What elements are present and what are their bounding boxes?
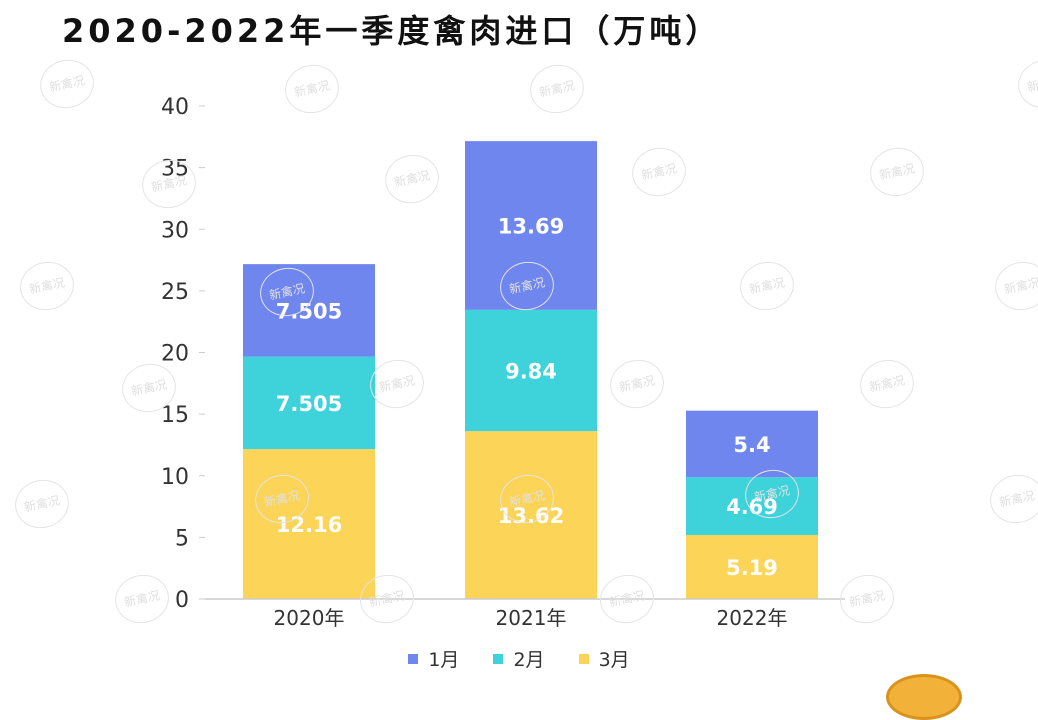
x-tick-label: 2022年 [717, 606, 788, 630]
x-tick-label: 2020年 [274, 606, 345, 630]
y-tick-label: 10 [161, 465, 189, 490]
legend: 1月 2月 3月 [0, 645, 1038, 672]
corner-badge [886, 674, 962, 720]
y-tick-label: 35 [161, 157, 189, 182]
y-tick-label: 5 [175, 526, 189, 551]
legend-swatch-feb [493, 653, 504, 664]
legend-item-feb: 2月 [493, 645, 545, 672]
bar-segment [465, 431, 597, 599]
legend-label-feb: 2月 [513, 649, 545, 671]
bar-data-label: 9.84 [505, 359, 557, 383]
legend-item-jan: 1月 [408, 645, 459, 672]
bar-segment [243, 356, 375, 450]
bar-segment [465, 141, 597, 310]
bar-segment [686, 535, 818, 599]
legend-label-mar: 3月 [598, 649, 630, 671]
y-tick-label: 40 [161, 95, 189, 120]
y-tick-label: 20 [161, 342, 189, 367]
bar-data-label: 4.69 [726, 495, 778, 519]
y-tick-label: 15 [161, 403, 189, 428]
legend-label-jan: 1月 [428, 649, 460, 671]
y-tick-label: 25 [161, 280, 189, 305]
y-axis: 0 5 10 15 20 25 30 35 40 [161, 95, 205, 613]
bar-segment [243, 449, 375, 599]
legend-item-mar: 3月 [578, 645, 630, 672]
legend-swatch-mar [578, 653, 589, 664]
bar-data-label: 5.4 [733, 433, 770, 457]
bar-data-label: 13.62 [498, 504, 564, 528]
legend-swatch-jan [408, 653, 419, 664]
bar-data-label: 7.505 [276, 299, 342, 323]
bar-segment [243, 264, 375, 357]
bar-data-label: 7.505 [276, 392, 342, 416]
x-axis: 2020年 2021年 2022年 [205, 598, 845, 630]
y-tick-label: 30 [161, 218, 189, 243]
x-tick-label: 2021年 [496, 606, 567, 630]
bar-data-label: 13.69 [498, 214, 564, 238]
chart-title: 2020-2022年一季度禽肉进口（万吨） [62, 12, 722, 50]
y-tick-label: 0 [175, 588, 189, 613]
bar-segment [686, 477, 818, 536]
bar-segment [686, 410, 818, 478]
chart-plot: 0 5 10 15 20 25 30 35 40 12.16 7.505 7.505 13.62 9.8… [161, 95, 845, 630]
bars: 12.16 7.505 7.505 13.62 9.84 13.69 5.19 4.69 5.4 [243, 141, 818, 599]
bar-data-label: 12.16 [276, 513, 342, 537]
bar-data-label: 5.19 [726, 556, 778, 580]
bar-segment [465, 309, 597, 432]
